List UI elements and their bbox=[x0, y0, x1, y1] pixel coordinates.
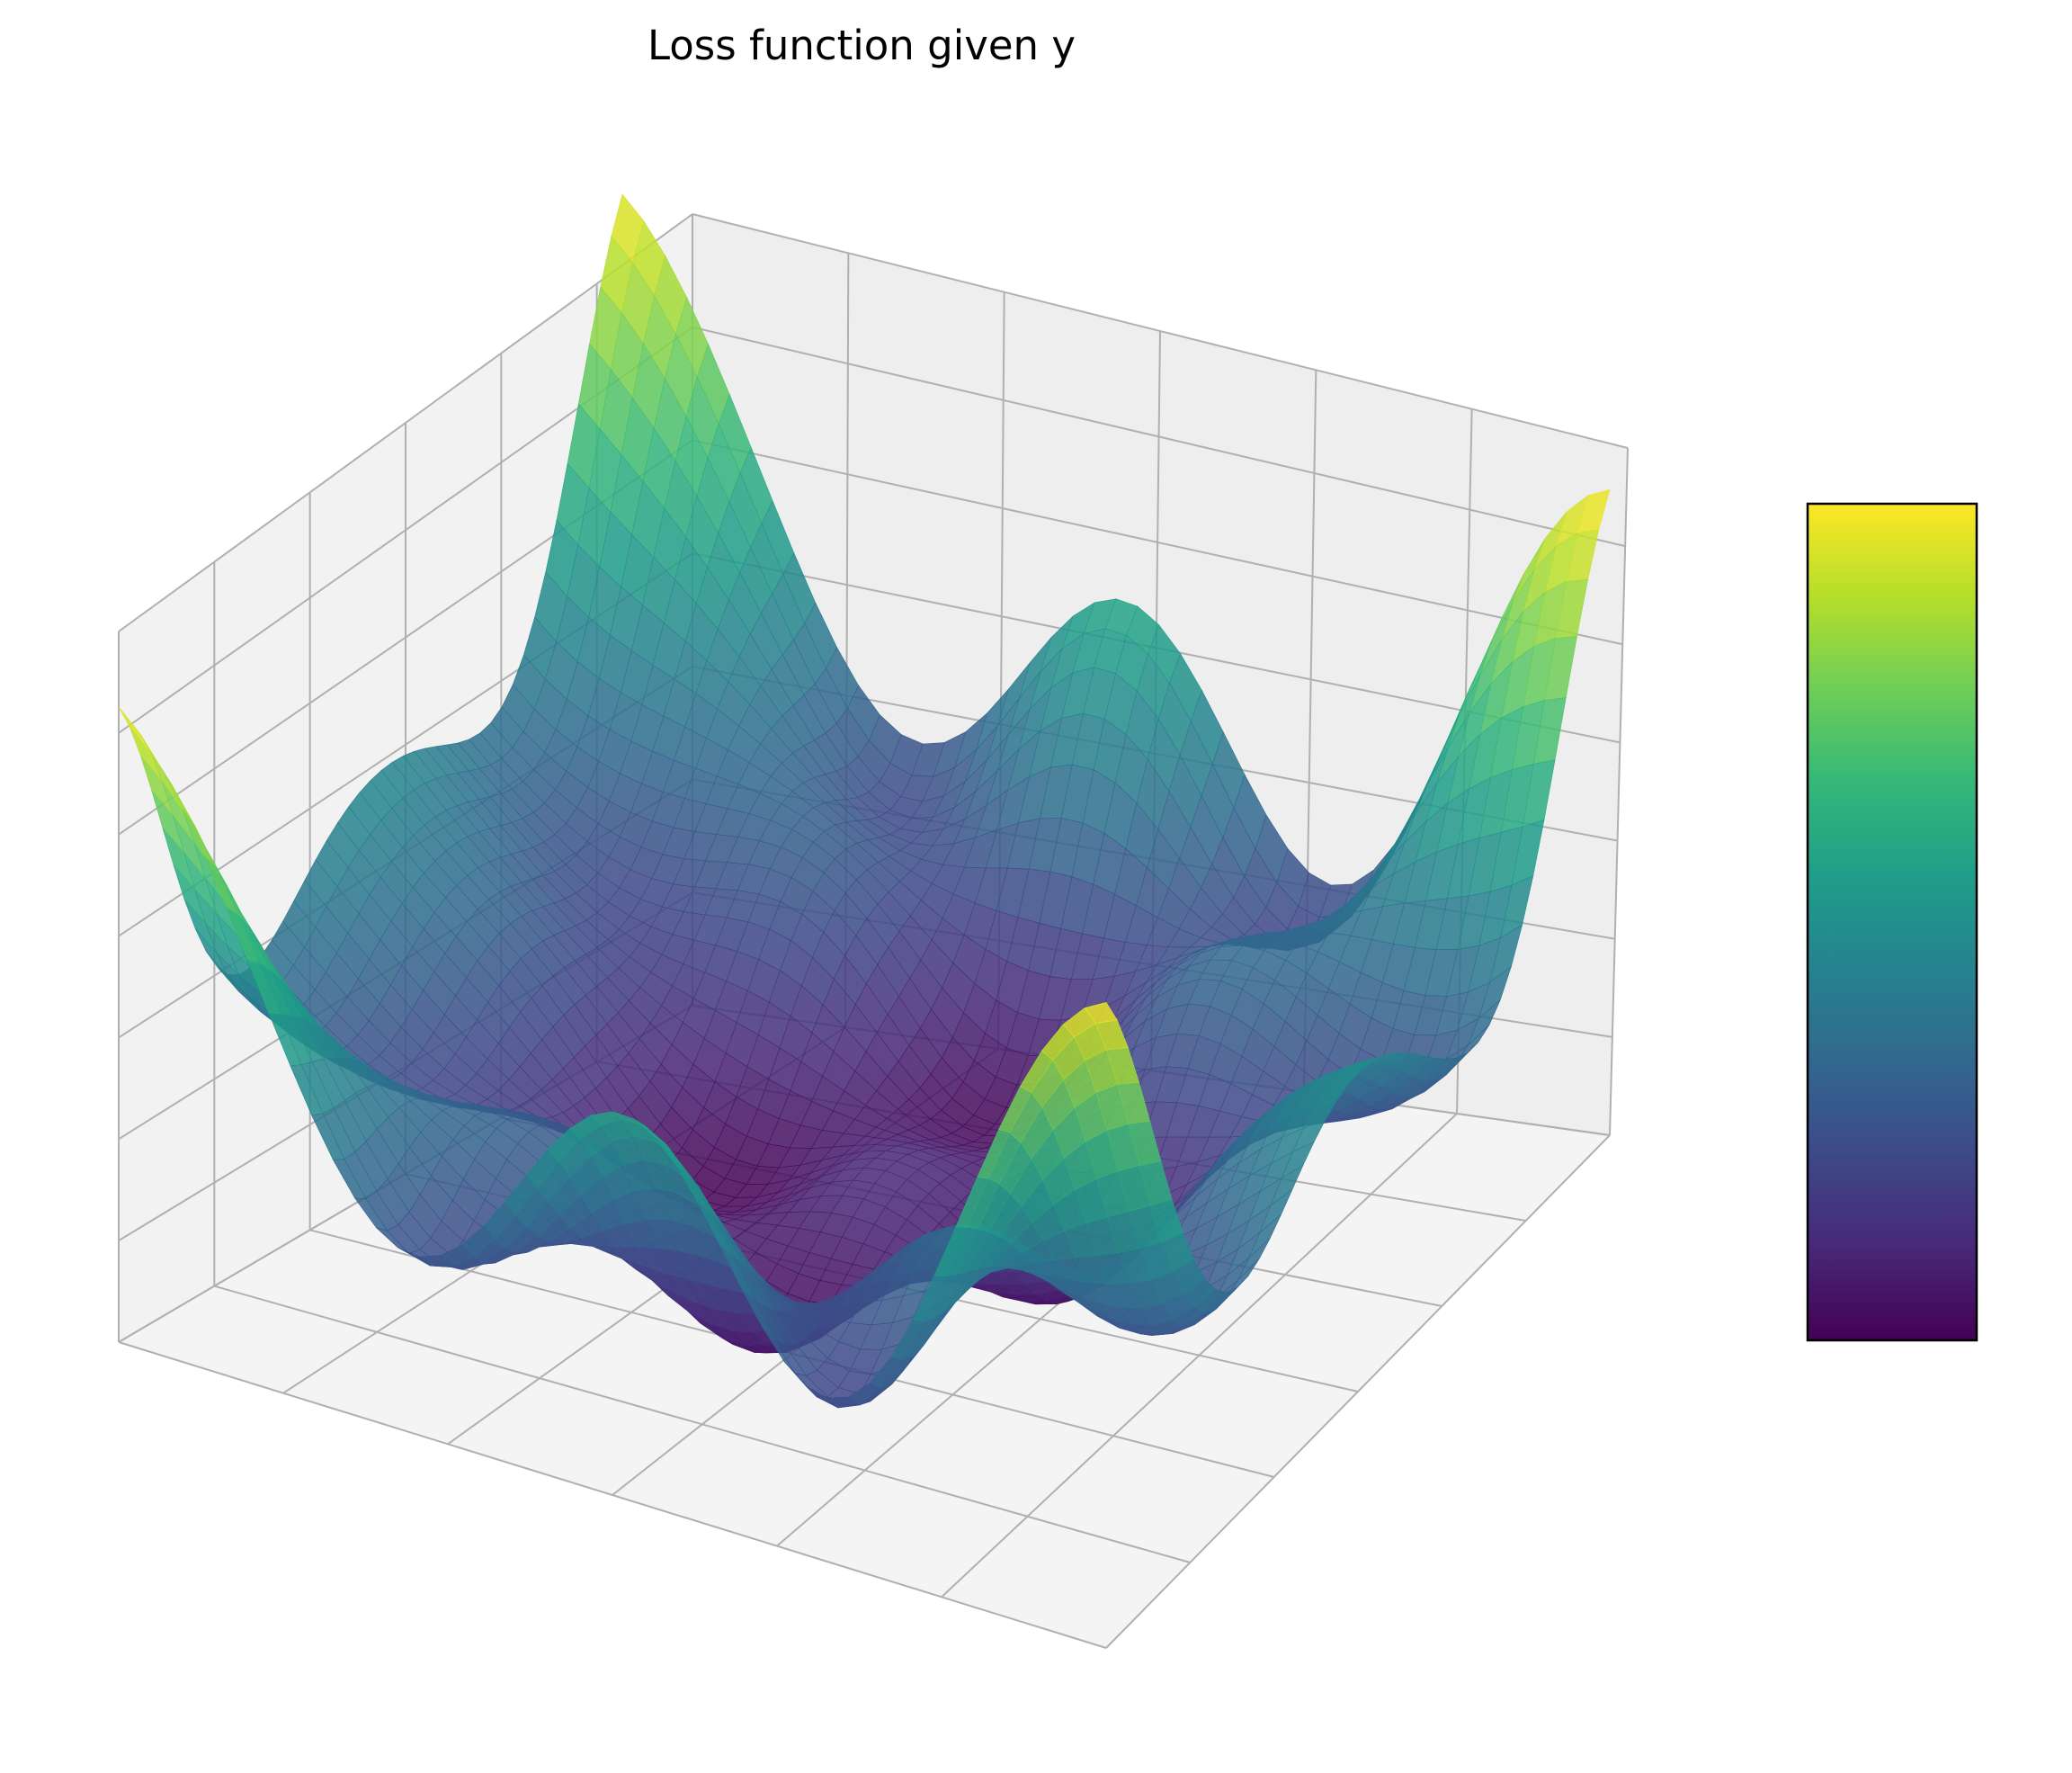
loss-surface bbox=[118, 193, 1611, 1409]
colorbar-frame bbox=[1806, 502, 1978, 1342]
surface-patch bbox=[1084, 1002, 1118, 1025]
chart-title: Loss function given y bbox=[648, 22, 1076, 69]
gridline bbox=[118, 213, 693, 632]
colorbar-fill bbox=[1808, 504, 1977, 1340]
gridline bbox=[692, 213, 1629, 449]
gridline bbox=[1609, 447, 1629, 1136]
colorbar bbox=[1806, 502, 1978, 1342]
gridline bbox=[692, 439, 1623, 646]
gridline bbox=[692, 326, 1626, 548]
gridline bbox=[1105, 1134, 1611, 1649]
